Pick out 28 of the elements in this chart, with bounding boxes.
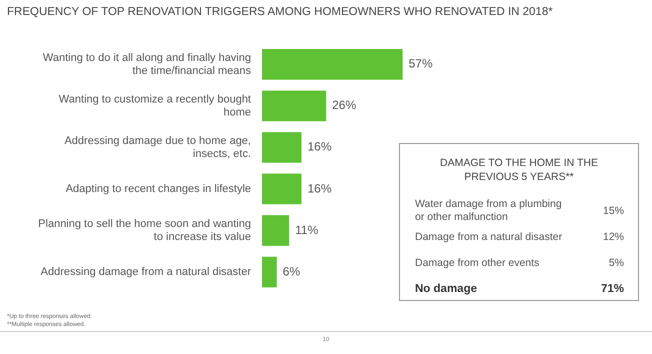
data-label: 16%: [307, 140, 332, 154]
bar: [262, 90, 326, 122]
text: 12%: [602, 230, 624, 242]
bar: [262, 132, 302, 163]
data-label: 16%: [307, 181, 332, 196]
bar: [262, 256, 277, 288]
text: DAMAGE TO THE HOME IN THE PREVIOUS 5 YEARS**: [439, 156, 599, 184]
text: 71%: [600, 282, 624, 294]
y-tick-label: Addressing damage due to home age, insects, etc.: [64, 134, 251, 160]
chart-title: FREQUENCY OF TOP RENOVATION TRIGGERS AMONG HOMEOWNERS WHO RENOVATED IN 2018*: [7, 6, 553, 18]
category-label: Damage from a natural disaster: [415, 230, 564, 244]
data-label: 57%: [408, 56, 433, 71]
category-label: No damage: [415, 282, 478, 296]
data-label: 11%: [295, 222, 319, 237]
bar: [262, 49, 403, 80]
category-label: Water damage from a plumbing or other malfunction: [415, 198, 563, 224]
bar: [262, 215, 290, 246]
y-tick-label: Addressing damage from a natural disaster: [40, 266, 252, 278]
y-tick-label: Adapting to recent changes in lifestyle: [66, 183, 251, 195]
text: 5%: [608, 256, 624, 268]
data-label: 6%: [282, 264, 300, 278]
data-label: 26%: [332, 98, 356, 112]
category-label: Damage from other events: [415, 256, 540, 270]
bar: [262, 174, 302, 204]
y-tick-label: Planning to sell the home soon and wanting to increase its value: [38, 218, 251, 244]
text: 15%: [602, 204, 624, 216]
y-tick-label: Wanting to do it all along and finally having the time/financial means: [42, 52, 252, 77]
y-tick-label: Wanting to customize a recently bought home: [58, 93, 251, 119]
